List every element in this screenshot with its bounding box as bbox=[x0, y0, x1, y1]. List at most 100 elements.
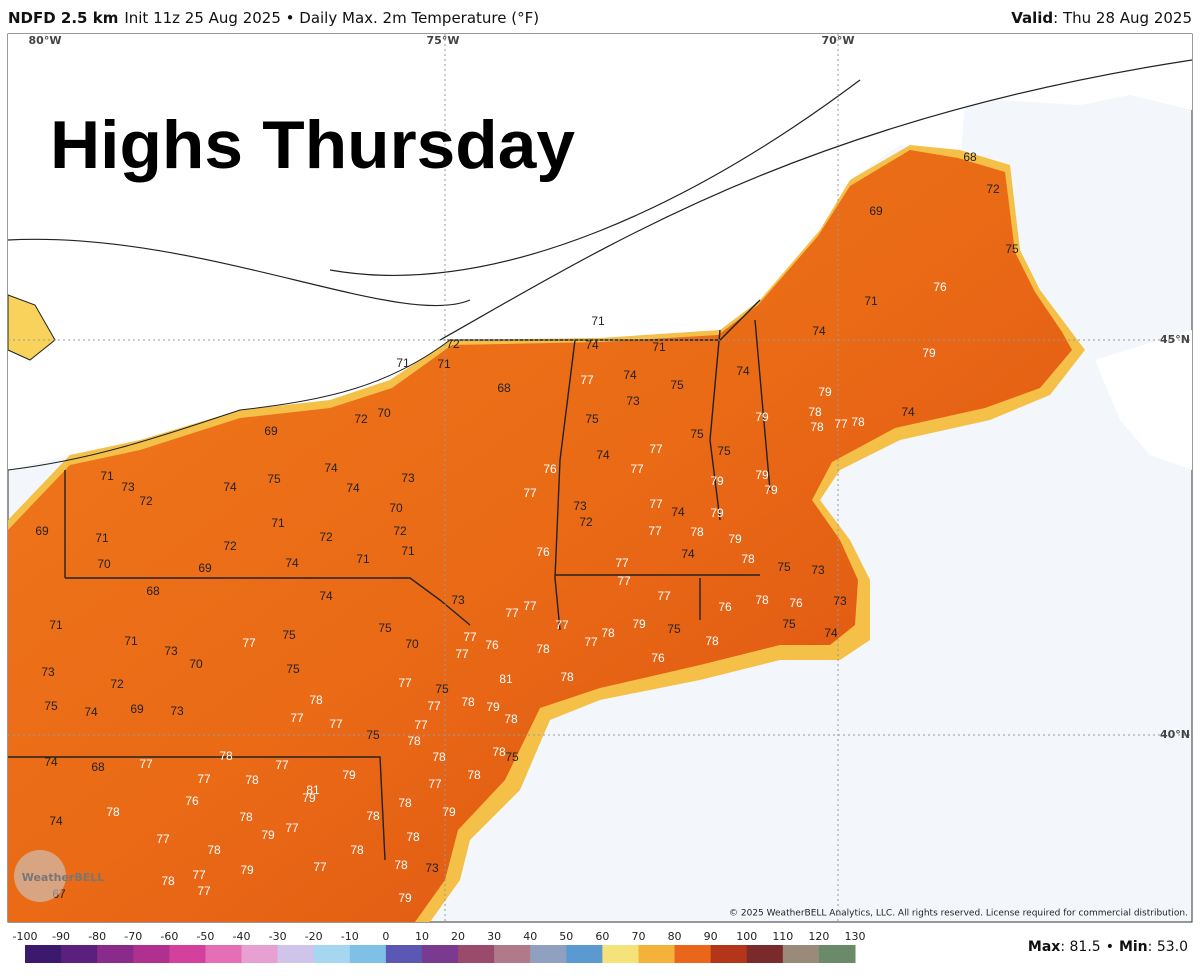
temperature-label: 77 bbox=[648, 524, 662, 538]
temperature-label: 78 bbox=[245, 773, 259, 787]
colorbar-segment bbox=[530, 945, 567, 963]
colorbar-tick-label: 40 bbox=[523, 930, 537, 943]
temperature-label: 81 bbox=[306, 783, 320, 797]
temperature-label: 68 bbox=[91, 760, 105, 774]
lat-label: 45°N bbox=[1160, 333, 1190, 346]
colorbar-tick-label: -40 bbox=[233, 930, 251, 943]
temperature-label: 71 bbox=[396, 356, 410, 370]
temperature-label: 79 bbox=[302, 791, 316, 805]
temperature-label: 73 bbox=[164, 644, 178, 658]
temperature-label: 76 bbox=[789, 596, 803, 610]
temperature-label: 69 bbox=[869, 204, 883, 218]
colorbar-segment bbox=[638, 945, 676, 963]
colorbar-tick-label: 130 bbox=[845, 930, 866, 943]
temperature-label: 77 bbox=[414, 718, 428, 732]
temperature-label: 70 bbox=[97, 557, 111, 571]
temperature-label: 72 bbox=[393, 524, 407, 538]
temperature-label: 75 bbox=[286, 662, 300, 676]
temperature-label: 72 bbox=[354, 412, 368, 426]
temperature-label: 69 bbox=[198, 561, 212, 575]
map-title: Highs Thursday bbox=[50, 107, 575, 183]
temperature-label: 74 bbox=[319, 589, 333, 603]
temperature-label: 73 bbox=[573, 499, 587, 513]
temperature-label: 77 bbox=[329, 717, 343, 731]
temperature-label: 78 bbox=[407, 734, 421, 748]
temperature-label: 79 bbox=[486, 700, 500, 714]
colorbar-segment bbox=[782, 945, 820, 963]
colorbar-segment bbox=[458, 945, 495, 963]
temperature-label: 77 bbox=[555, 618, 569, 632]
temperature-label: 75 bbox=[670, 378, 684, 392]
temperature-label: 75 bbox=[44, 699, 58, 713]
temperature-label: 75 bbox=[378, 621, 392, 635]
temperature-label: 71 bbox=[95, 531, 109, 545]
temperature-label: 78 bbox=[309, 693, 323, 707]
temperature-label: 72 bbox=[446, 337, 460, 351]
temperature-label: 73 bbox=[451, 593, 465, 607]
temperature-label: 79 bbox=[442, 805, 456, 819]
temperature-label: 78 bbox=[705, 634, 719, 648]
colorbar-segment bbox=[313, 945, 351, 963]
temperature-label: 69 bbox=[35, 524, 49, 538]
temperature-label: 71 bbox=[437, 357, 451, 371]
colorbar-segment bbox=[133, 945, 170, 963]
colorbar-tick-label: 20 bbox=[451, 930, 465, 943]
temperature-label: 76 bbox=[718, 600, 732, 614]
temperature-label: 74 bbox=[285, 556, 299, 570]
temperature-label: 78 bbox=[467, 768, 481, 782]
temperature-label: 78 bbox=[461, 695, 475, 709]
temperature-label: 71 bbox=[864, 294, 878, 308]
temperature-label: 76 bbox=[543, 462, 557, 476]
temperature-label: 74 bbox=[901, 405, 915, 419]
temperature-label: 78 bbox=[560, 670, 574, 684]
graticule bbox=[8, 34, 1192, 922]
temperature-label: 72 bbox=[223, 539, 237, 553]
temperature-label: 78 bbox=[755, 593, 769, 607]
temperature-label: 70 bbox=[405, 637, 419, 651]
colorbar-tick-label: 90 bbox=[704, 930, 718, 943]
temperature-label: 75 bbox=[782, 617, 796, 631]
colorbar-tick-label: 30 bbox=[487, 930, 501, 943]
temperature-label: 73 bbox=[833, 594, 847, 608]
temperature-label: 79 bbox=[240, 863, 254, 877]
colorbar-tick-label: -80 bbox=[88, 930, 106, 943]
lon-label: 75°W bbox=[427, 34, 460, 47]
temperature-label: 81 bbox=[499, 672, 513, 686]
temperature-label: 76 bbox=[185, 794, 199, 808]
temperature-label: 78 bbox=[690, 525, 704, 539]
temperature-label: 79 bbox=[398, 891, 412, 905]
colorbar-tick-label: -100 bbox=[13, 930, 38, 943]
colorbar-tick-label: 70 bbox=[631, 930, 645, 943]
temperature-label: 78 bbox=[810, 420, 824, 434]
temperature-label: 75 bbox=[267, 472, 281, 486]
colorbar: -100 -90 -80 -70 -60 -50 -40 -30 -20 -10 0 10 20 30 40… bbox=[13, 930, 866, 963]
temperature-label: 77 bbox=[290, 711, 304, 725]
valid-date: : Thu 28 Aug 2025 bbox=[1053, 9, 1192, 27]
temperature-label: 77 bbox=[275, 758, 289, 772]
temperature-label: 78 bbox=[161, 874, 175, 888]
temperature-label: 75 bbox=[717, 444, 731, 458]
temperature-label: 79 bbox=[755, 468, 769, 482]
temperature-label: 79 bbox=[342, 768, 356, 782]
temperature-label: 71 bbox=[356, 552, 370, 566]
lon-label: 80°W bbox=[29, 34, 62, 47]
temperature-label: 75 bbox=[435, 682, 449, 696]
colorbar-segment bbox=[566, 945, 603, 963]
temperature-label: 70 bbox=[389, 501, 403, 515]
temperature-labels: 68 72 69 75 76 71 74 79 71 74 71 72 71 71 68 77 74 75 74 73… bbox=[35, 150, 1019, 905]
temperature-label: 78 bbox=[808, 405, 822, 419]
temperature-label: 78 bbox=[207, 843, 221, 857]
colorbar-segment bbox=[61, 945, 98, 963]
temperature-label: 77 bbox=[617, 574, 631, 588]
temperature-label: 77 bbox=[156, 832, 170, 846]
temperature-label: 77 bbox=[580, 373, 594, 387]
min-value: : 53.0 bbox=[1148, 939, 1188, 955]
colorbar-segment bbox=[818, 945, 856, 963]
temperature-label: 77 bbox=[657, 589, 671, 603]
temperature-label: 70 bbox=[189, 657, 203, 671]
temperature-label: 77 bbox=[398, 676, 412, 690]
temperature-label: 77 bbox=[630, 462, 644, 476]
temperature-label: 68 bbox=[497, 381, 511, 395]
colorbar-tick-label: -60 bbox=[160, 930, 178, 943]
